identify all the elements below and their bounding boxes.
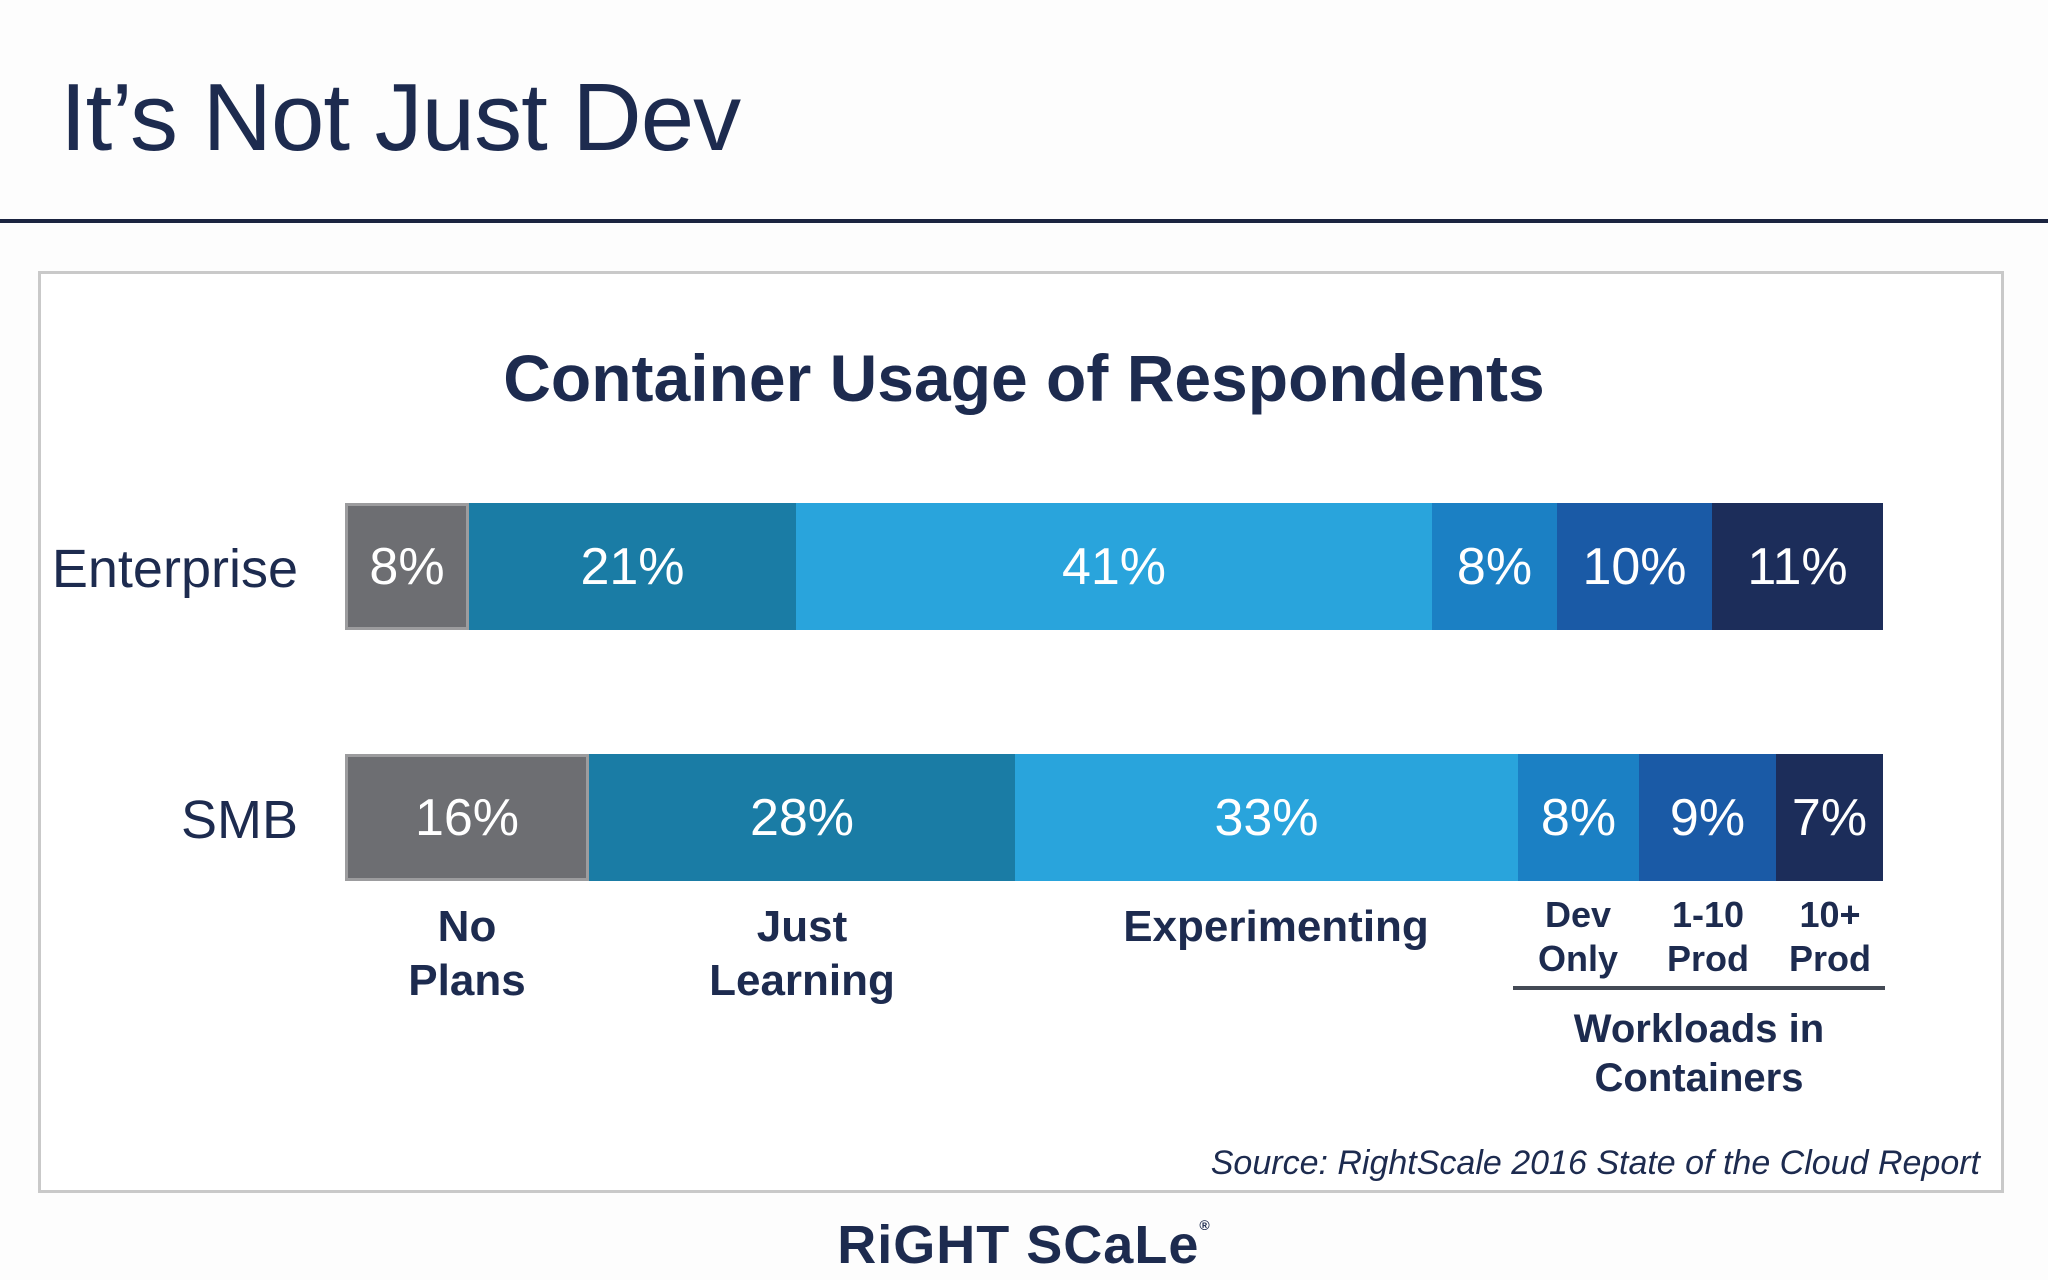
- data-label: 21%: [580, 537, 685, 596]
- bar-segment-smb-dev-only: 8%: [1518, 754, 1639, 881]
- category-label-no-plans: No Plans: [257, 900, 677, 1007]
- category-label-line: Plans: [408, 955, 526, 1005]
- data-label: 7%: [1791, 788, 1868, 847]
- category-label-line: 1-10: [1671, 894, 1745, 935]
- data-label: 8%: [1540, 788, 1617, 847]
- bar-segment-enterprise-no-plans: 8%: [345, 503, 469, 630]
- bar-segment-smb-experimenting: 33%: [1015, 754, 1518, 881]
- category-label-10-prod: 10+ Prod: [1755, 893, 1905, 981]
- chart-frame: [38, 271, 2004, 1193]
- category-label-line: Experimenting: [1123, 902, 1429, 951]
- workloads-group-label: Workloads in Containers: [1573, 1007, 1825, 1100]
- category-label-line: Dev: [1544, 894, 1612, 935]
- row-label-enterprise: Enterprise: [51, 538, 298, 599]
- registered-mark: ®: [1199, 1217, 1211, 1233]
- data-label: 10%: [1582, 537, 1687, 596]
- bar-segment-enterprise-just-learning: 21%: [469, 503, 796, 630]
- bar-segment-enterprise-experimenting: 41%: [796, 503, 1432, 630]
- title-divider: [0, 219, 2048, 223]
- category-label-line: 10+: [1799, 894, 1861, 935]
- data-label: 16%: [414, 788, 520, 847]
- workloads-bracket-line: [1513, 986, 1885, 990]
- category-label-line: Learning: [709, 955, 895, 1005]
- bar-segment-enterprise-1-10-prod: 10%: [1557, 503, 1712, 630]
- bar-segment-smb-no-plans: 16%: [345, 754, 589, 881]
- row-label-smb: SMB: [180, 789, 298, 850]
- bar-segment-smb-10-prod: 7%: [1776, 754, 1883, 881]
- logo-text: RiGHT SCaLe: [837, 1215, 1200, 1275]
- category-label-experimenting: Experimenting: [1066, 900, 1486, 954]
- category-label-line: Just: [756, 902, 848, 951]
- data-label: 41%: [1061, 537, 1167, 596]
- category-label-line: Prod: [1666, 937, 1749, 979]
- bar-segment-enterprise-dev-only: 8%: [1432, 503, 1557, 630]
- data-label: 9%: [1669, 788, 1746, 847]
- category-label-just-learning: Just Learning: [592, 900, 1012, 1007]
- slide-title: It’s Not Just Dev: [60, 64, 741, 171]
- source-note: Source: RightScale 2016 State of the Clo…: [1210, 1144, 1980, 1182]
- data-label: 8%: [1456, 537, 1533, 596]
- category-label-1-10-prod: 1-10 Prod: [1633, 893, 1783, 981]
- data-label: 11%: [1747, 537, 1848, 596]
- chart-title: Container Usage of Respondents: [503, 341, 1545, 415]
- rightscale-logo: RiGHT SCaLe®: [0, 1218, 2048, 1272]
- category-label-line: Only: [1537, 937, 1618, 979]
- category-label-line: Prod: [1788, 937, 1871, 979]
- data-label: 8%: [369, 537, 445, 596]
- category-label-line: No: [437, 902, 497, 951]
- bar-segment-enterprise-10-prod: 11%: [1712, 503, 1883, 630]
- data-label: 28%: [749, 788, 855, 847]
- bar-segment-smb-just-learning: 28%: [589, 754, 1015, 881]
- bar-segment-smb-1-10-prod: 9%: [1639, 754, 1776, 881]
- data-label: 33%: [1214, 788, 1319, 847]
- category-label-dev-only: Dev Only: [1503, 893, 1653, 981]
